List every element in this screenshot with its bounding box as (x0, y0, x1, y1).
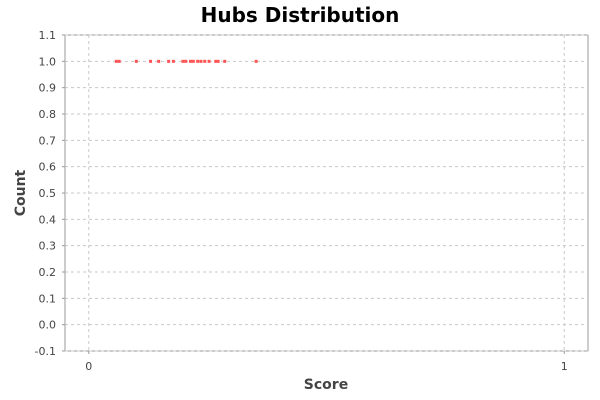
data-point (171, 59, 175, 63)
x-tick-label: 0 (85, 360, 92, 373)
y-tick-label: 0.8 (39, 108, 57, 121)
x-axis-label: Score (304, 377, 348, 393)
data-point (167, 59, 171, 63)
plot-area (64, 34, 589, 352)
y-tick-label: 0.4 (39, 213, 57, 226)
data-point (181, 59, 185, 63)
data-point (149, 59, 153, 63)
data-point (157, 59, 161, 63)
data-point (117, 59, 121, 63)
y-tick-label: 0.3 (39, 240, 57, 253)
data-point (189, 59, 193, 63)
data-point (203, 59, 207, 63)
y-axis-label: Count (13, 169, 29, 216)
y-tick-label: 1.1 (39, 29, 57, 42)
data-point (114, 59, 118, 63)
y-tick-label: 0.9 (39, 82, 57, 95)
data-point (214, 59, 218, 63)
chart-title: Hubs Distribution (201, 3, 400, 27)
data-point (184, 59, 188, 63)
data-point (196, 59, 200, 63)
data-point (254, 59, 258, 63)
data-point (134, 59, 138, 63)
y-tick-label: 0.0 (39, 319, 57, 332)
x-tick-label: 1 (561, 360, 568, 373)
y-tick-label: 0.5 (39, 187, 57, 200)
data-point (207, 59, 211, 63)
data-point (199, 59, 203, 63)
y-tick-label: 0.6 (39, 161, 57, 174)
y-tick-label: 1.0 (39, 55, 57, 68)
y-tick-label: -0.1 (35, 345, 56, 358)
y-tick-label: 0.7 (39, 134, 57, 147)
y-tick-label: 0.1 (39, 292, 57, 305)
data-point (191, 59, 195, 63)
grid-lines (65, 34, 588, 352)
data-points (114, 59, 258, 63)
data-point (216, 59, 220, 63)
data-point (223, 59, 227, 63)
y-tick-label: 0.2 (39, 266, 57, 279)
axis-ticks: -0.1 0.0 0.1 0.2 0.3 0.4 0.5 0.6 0.7 0.8 0.9 1.0 1.1… (35, 29, 568, 373)
